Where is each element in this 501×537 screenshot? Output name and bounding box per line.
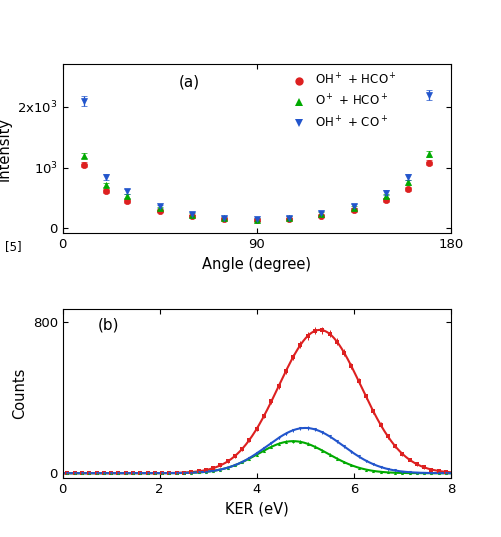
X-axis label: KER (eV): KER (eV) [225,502,289,517]
Legend: OH$^+$ + HCO$^+$, O$^+$ + HCO$^+$, OH$^+$ + CO$^+$: OH$^+$ + HCO$^+$, O$^+$ + HCO$^+$, OH$^+… [283,68,401,135]
Text: [5]: [5] [5,240,22,253]
Y-axis label: Intensity: Intensity [0,117,12,181]
Text: (a): (a) [179,75,200,89]
X-axis label: Angle (degree): Angle (degree) [202,257,311,272]
Y-axis label: Counts: Counts [12,368,27,419]
Text: (b): (b) [98,317,119,332]
